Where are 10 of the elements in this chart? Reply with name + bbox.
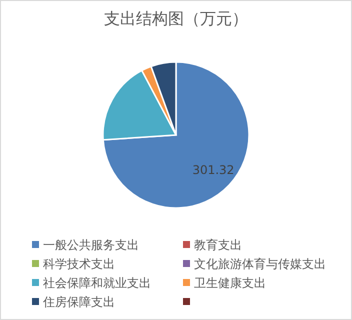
legend-label: 文化旅游体育与传媒支出 — [194, 257, 326, 271]
chart-title: 支出结构图（万元） — [104, 9, 248, 28]
legend-label: 社会保障和就业支出 — [43, 276, 151, 290]
legend-label: 一般公共服务支出 — [43, 238, 139, 252]
legend-label: 教育支出 — [194, 238, 242, 252]
pie-slice — [102, 61, 250, 209]
legend-label: 住房保障支出 — [42, 295, 115, 309]
data-label: 301.32 — [192, 163, 234, 178]
legend-label: 科学技术支出 — [43, 257, 115, 271]
legend-label: 卫生健康支出 — [194, 276, 266, 290]
